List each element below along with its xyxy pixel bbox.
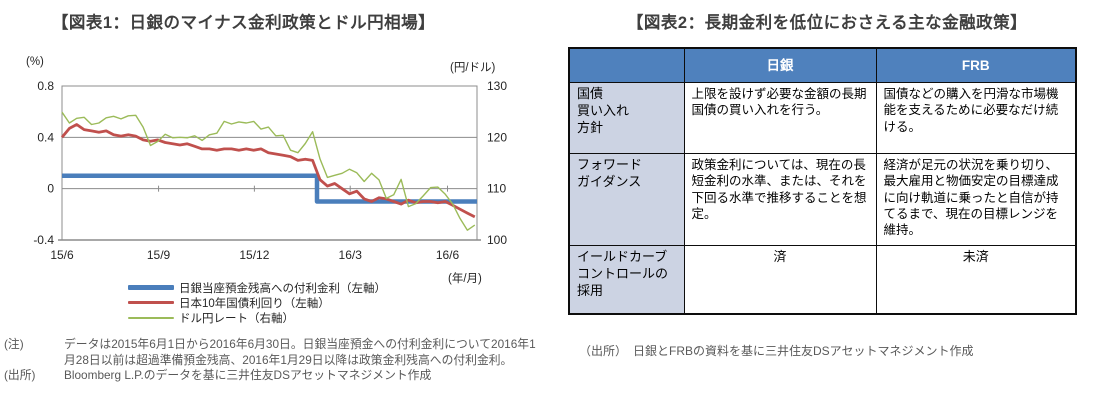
header-cell-frb: FRB: [875, 47, 1077, 83]
cell-frb-ycc: 未済: [875, 245, 1077, 314]
x-axis-unit-label: (年/月): [448, 273, 482, 285]
legend-item-policy-rate: 日銀当座預金残高への付利金利（左軸）: [128, 280, 386, 295]
x-tick-label: 15/6: [50, 248, 74, 262]
series-line-2: [61, 111, 476, 231]
policy-comparison-table: 日銀 FRB 国債 買い入れ 方針 上限を設けず必要な金額の長期国債の買い入れを…: [568, 47, 1077, 315]
right-tick-label: 130: [487, 79, 507, 93]
cell-boj-forward-guidance: 政策金利については、現在の長短金利の水準、または、それを下回る水準で推移すること…: [683, 153, 877, 246]
table-header-row: 日銀 FRB: [568, 47, 1077, 83]
plot-border: [61, 85, 478, 241]
legend-item-usdjpy: ドル円レート（右軸）: [128, 310, 386, 325]
row-label: フォワード ガイダンス: [568, 153, 685, 246]
source-text: 日銀とFRBの資料を基に三井住友DSアセットマネジメント作成: [633, 344, 974, 358]
table-row-bond-purchases: 国債 買い入れ 方針 上限を設けず必要な金額の長期国債の買い入れを行う。 国債な…: [568, 82, 1077, 154]
figure1-notes: (注) データは2015年6月1日から2016年6月30日。日銀当座預金への付利…: [4, 337, 542, 384]
series-line-1: [60, 123, 476, 219]
source-text: Bloomberg L.P.のデータを基に三井住友DSアセットマネジメント作成: [64, 368, 432, 383]
legend-label: ドル円レート（右軸）: [179, 312, 294, 325]
left-tick-label: 0: [47, 182, 54, 196]
legend-line-sample-green: [128, 316, 174, 319]
right-tick-label: 100: [487, 233, 507, 247]
left-tick-label: 0.8: [37, 79, 54, 93]
table-row-yield-curve-control: イールドカーブ コントロールの 採用 済 未済: [568, 245, 1077, 314]
x-tick-label: 15/12: [239, 248, 269, 262]
figure2-title: 【図表2：長期金利を低位におさえる主な金融政策】: [626, 14, 1028, 32]
note-label: (注): [4, 337, 24, 351]
figure1-title: 【図表1：日銀のマイナス金利政策とドル円相場】: [51, 14, 436, 32]
source-label: (出所): [4, 368, 36, 383]
cell-frb-bond-purchases: 国債などの購入を円滑な市場機能を支えるために必要なだけ続ける。: [875, 82, 1077, 154]
legend-label: 日本10年国債利回り（左軸）: [179, 297, 330, 310]
right-axis-unit-label: (円/ドル): [450, 62, 496, 74]
legend-item-jgb-yield: 日本10年国債利回り（左軸）: [128, 295, 386, 310]
source-row: (出所) Bloomberg L.P.のデータを基に三井住友DSアセットマネジメ…: [4, 368, 542, 384]
row-label: イールドカーブ コントロールの 採用: [568, 245, 685, 314]
x-tick-label: 15/9: [147, 248, 171, 262]
legend-line-sample-blue: [128, 285, 174, 290]
legend-line-sample-red: [128, 301, 174, 304]
line-chart: 0.8 0.4 0 -0.4 130 120 110 100 15/6 15/9 15/12 16/3…: [33, 79, 507, 262]
left-axis-unit-label: (%): [26, 56, 44, 68]
legend-label: 日銀当座預金残高への付利金利（左軸）: [179, 282, 386, 295]
left-tick-label: 0.4: [37, 130, 54, 144]
x-tick-label: 16/3: [339, 248, 363, 262]
figure2-panel: 【図表2：長期金利を低位におさえる主な金融政策】 日銀 FRB 国債 買い入れ …: [555, 0, 1099, 413]
table-row-forward-guidance: フォワード ガイダンス 政策金利については、現在の長短金利の水準、または、それを…: [568, 153, 1077, 246]
left-tick-label: -0.4: [33, 233, 54, 247]
figure2-source: （出所） 日銀とFRBの資料を基に三井住友DSアセットマネジメント作成: [579, 342, 973, 359]
figure1-panel: 【図表1：日銀のマイナス金利政策とドル円相場】 (%) (円/ドル) 0.8 0.…: [0, 0, 545, 413]
cell-boj-ycc: 済: [683, 245, 877, 314]
note-row: (注) データは2015年6月1日から2016年6月30日。日銀当座預金への付利…: [4, 337, 542, 368]
source-label: （出所）: [579, 344, 628, 358]
chart-legend: 日銀当座預金残高への付利金利（左軸） 日本10年国債利回り（左軸） ドル円レート…: [128, 280, 386, 325]
cell-frb-forward-guidance: 経済が足元の状況を乗り切り、最大雇用と物価安定の目標達成に向け軌道に乗ったと自信…: [875, 153, 1077, 246]
header-cell-boj: 日銀: [683, 47, 877, 83]
cell-boj-bond-purchases: 上限を設けず必要な金額の長期国債の買い入れを行う。: [683, 82, 877, 154]
row-label: 国債 買い入れ 方針: [568, 82, 685, 154]
x-tick-label: 16/6: [436, 248, 460, 262]
right-tick-label: 120: [487, 130, 507, 144]
note-text: データは2015年6月1日から2016年6月30日。日銀当座預金への付利金利につ…: [64, 337, 536, 367]
header-cell-empty: [568, 47, 685, 83]
right-tick-label: 110: [487, 182, 506, 196]
